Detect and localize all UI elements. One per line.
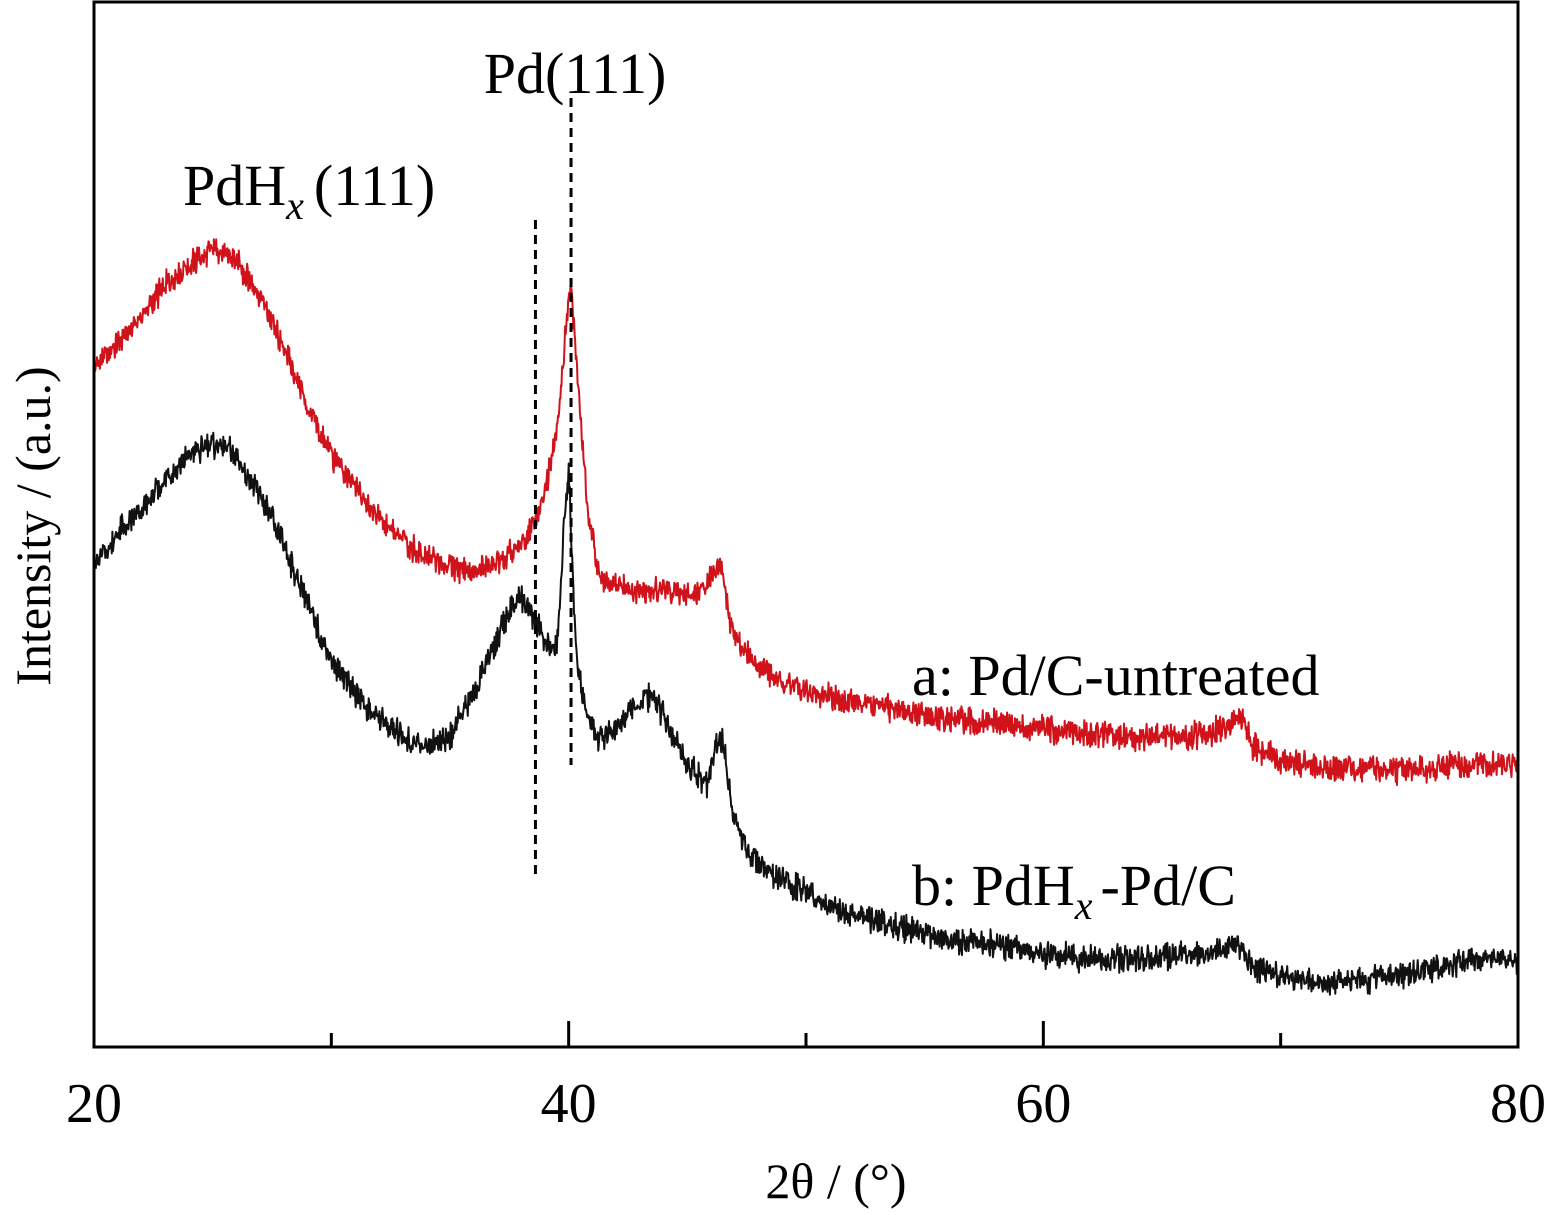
reference-lines (533, 98, 573, 880)
y-axis-label: Intensity / (a.u.) (5, 366, 61, 685)
annotation-pdhx111: PdHx (111) (183, 153, 435, 228)
series-line-b (93, 431, 1519, 996)
annotation-pdhx111-suffix: (111) (314, 153, 435, 218)
peak-annotations: Pd(111) PdHx (111) (183, 41, 666, 228)
x-tick-label-40: 40 (541, 1073, 597, 1135)
series-layer (93, 238, 1519, 996)
series-label-b: b: PdHx -Pd/C (912, 853, 1236, 928)
annotation-pdhx111-sub: x (285, 183, 304, 228)
series-label-b-suffix: -Pd/C (1101, 853, 1236, 918)
annotation-pd111: Pd(111) (484, 41, 667, 106)
series-label-b-base: b: PdH (912, 853, 1075, 918)
series-line-a (93, 238, 1519, 786)
series-labels: a: Pd/C-untreated b: PdHx -Pd/C (912, 643, 1320, 928)
x-tick-label-20: 20 (66, 1073, 122, 1135)
series-label-a: a: Pd/C-untreated (912, 643, 1320, 708)
x-axis-label: 2θ / (°) (765, 1153, 906, 1209)
x-tick-label-80: 80 (1490, 1073, 1546, 1135)
series-label-b-sub: x (1074, 883, 1093, 928)
x-tick-labels: 20 40 60 80 (66, 1073, 1546, 1135)
x-ticks (329, 1021, 1283, 1047)
x-tick-label-60: 60 (1015, 1073, 1071, 1135)
annotation-pdhx111-base: PdH (183, 153, 286, 218)
